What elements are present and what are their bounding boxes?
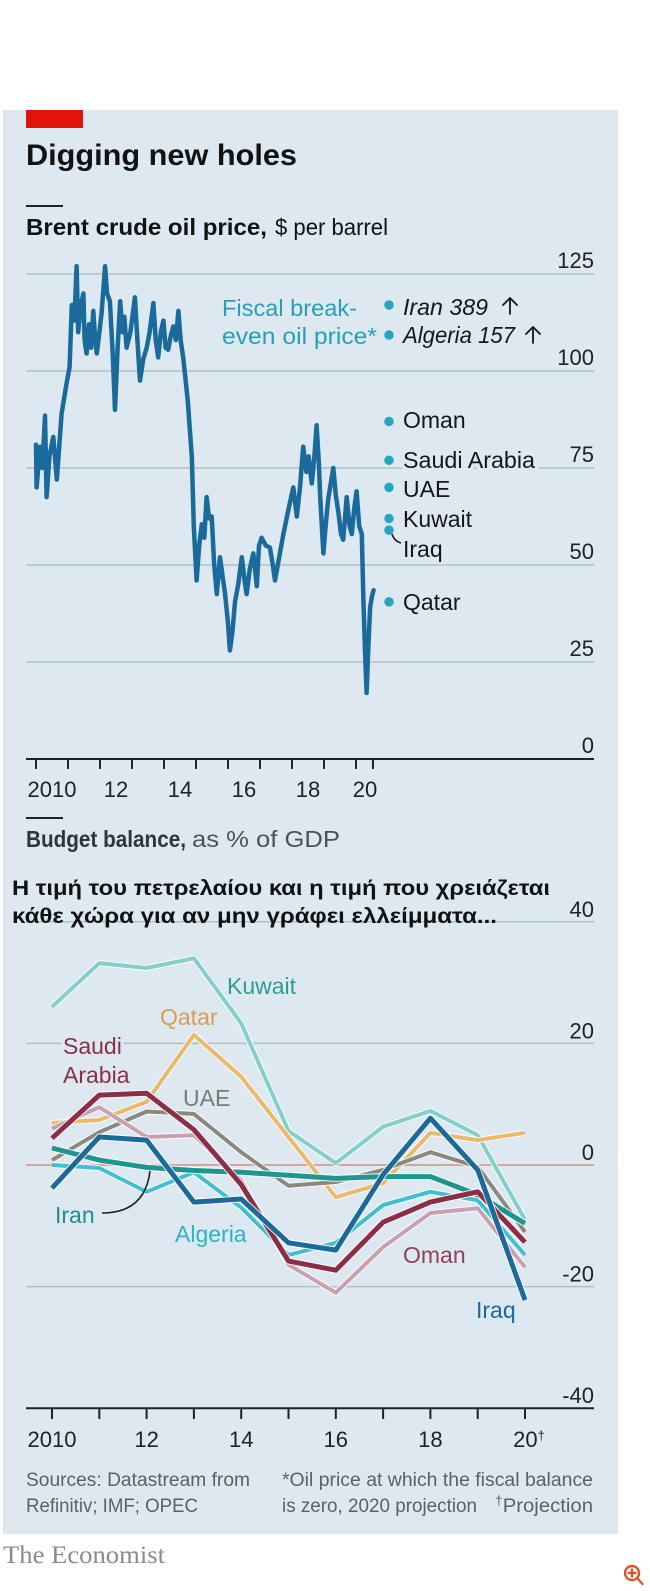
tick-text: 2010 [28, 1427, 77, 1452]
series-line-uae [50, 1109, 527, 1234]
tick-text: 16 [324, 1427, 348, 1452]
zoom-handle[interactable] [636, 1577, 644, 1586]
budget-x-tick-label: 2010 [28, 1427, 77, 1452]
series-line-saudi-arabia [50, 1090, 527, 1273]
breakeven-label-oman: Oman [403, 407, 466, 433]
series-label-oman: Oman [403, 1242, 466, 1268]
sources-line2: Refinitiv; IMF; OPEC [26, 1496, 198, 1517]
budget-chart-series [49, 955, 529, 1302]
budget-x-tick-label: 20† [513, 1427, 545, 1452]
budget-chart-title: Budget balance, [26, 826, 186, 852]
oil-x-tick-label: 16 [232, 777, 256, 802]
footnote-line2: is zero, 2020 projection [282, 1496, 477, 1517]
breakeven-title-line2: even oil price* [222, 323, 377, 349]
series-line-kuwait [50, 956, 527, 1221]
series-label-saudi-line2: Arabia [63, 1062, 130, 1088]
budget-y-tick-label: 40 [570, 897, 594, 922]
breakeven-dot-uae [382, 481, 396, 494]
breakeven-value: 389 [449, 294, 488, 320]
oil-chart-unit: $ per barrel [275, 214, 388, 240]
breakeven-dot-saudi-arabia [382, 453, 396, 467]
oil-y-tick-label: 100 [557, 345, 594, 370]
series-line-oman [51, 1105, 527, 1295]
budget-y-tick-label: 20 [570, 1018, 594, 1043]
series-label-algeria: Algeria [175, 1221, 247, 1247]
breakeven-dots [382, 298, 396, 609]
oil-y-tick-label: 0 [582, 733, 594, 758]
series-label-kuwait: Kuwait [227, 973, 297, 999]
budget-x-tick-label: 12 [134, 1427, 158, 1452]
oil-y-tick-label: 25 [570, 636, 594, 661]
oil-chart-series [33, 263, 376, 696]
breakeven-dot-oman [382, 415, 396, 428]
series-label-qatar: Qatar [160, 1004, 218, 1030]
oil-chart-title: Brent crude oil price, [26, 214, 267, 240]
series-label-saudi-line1: Saudi [63, 1033, 122, 1059]
budget-y-tick-label: -40 [562, 1383, 594, 1408]
brand-logo: The Economist [3, 1542, 165, 1569]
dagger-mark: † [495, 1493, 503, 1508]
oil-x-tick-label: 20 [353, 777, 377, 802]
tick-text: 14 [229, 1427, 253, 1452]
iran-leader-line [101, 1170, 151, 1214]
projection-note: †Projection [495, 1493, 593, 1518]
breakeven-country: Algeria [401, 322, 472, 348]
breakeven-dot-qatar [382, 595, 396, 609]
footnote-line1: *Oil price at which the fiscal balance [282, 1470, 593, 1491]
series-label-uae: UAE [183, 1085, 230, 1111]
budget-y-tick-label: -20 [562, 1262, 594, 1287]
breakeven-dot-iraq [382, 523, 396, 537]
oil-chart-axes: 0 25 50 75 100 125 2010 12 14 16 18 20 [26, 248, 594, 802]
red-accent-bar [26, 110, 83, 128]
breakeven-label-qatar: Qatar [403, 589, 461, 615]
budget-x-tick-label: 18 [418, 1427, 442, 1452]
oil-y-tick-label: 125 [557, 248, 594, 273]
tick-text: 12 [134, 1427, 158, 1452]
budget-x-tick-label: 16 [324, 1427, 348, 1452]
breakeven-label-iraq: Iraq [403, 536, 443, 562]
overlay-caption-line1: Η τιμή του πετρελαίου και η τιμή που χρε… [12, 877, 550, 900]
oil-x-tick-label: 18 [296, 777, 320, 802]
breakeven-dot-iran [382, 298, 396, 312]
zoom-lens[interactable] [623, 1564, 641, 1582]
iraq-leader-line [391, 533, 402, 544]
breakeven-label-saudi-arabia: Saudi Arabia [403, 447, 535, 473]
arrow-up-icon [525, 326, 541, 344]
arrow-up-icon [502, 297, 518, 315]
series-line-iran [51, 1145, 527, 1226]
tick-text: 18 [418, 1427, 442, 1452]
breakeven-label-uae: UAE [403, 476, 450, 502]
brent-price-line [33, 263, 376, 696]
breakeven-country: Iran [403, 294, 443, 320]
budget-y-tick-label: 0 [582, 1140, 594, 1165]
tick-text: 20 [513, 1427, 537, 1452]
dagger-mark: † [538, 1428, 545, 1443]
oil-x-tick-label: 14 [168, 777, 192, 802]
breakeven-label-kuwait: Kuwait [403, 506, 473, 532]
projection-text: Projection [503, 1496, 593, 1517]
series-label-iraq: Iraq [476, 1297, 516, 1323]
breakeven-label-algeria: Algeria 157 [401, 322, 516, 348]
breakeven-dot-algeria [382, 328, 396, 342]
series-line-iraq [50, 1115, 528, 1301]
breakeven-label-iran: Iran 389 [403, 294, 488, 320]
zoom-in-icon[interactable] [623, 1564, 644, 1586]
oil-x-tick-label: 2010 [28, 777, 77, 802]
chart-panel [3, 110, 618, 1534]
budget-x-tick-label: 14 [229, 1427, 253, 1452]
overlay-caption-line2: κάθε χώρα για αν μην γράφει ελλείμματα..… [12, 905, 497, 928]
breakeven-title-line1: Fiscal break- [222, 295, 357, 321]
series-label-iran: Iran [55, 1202, 95, 1228]
chart-title: Digging new holes [26, 139, 297, 172]
budget-chart-unit: as % of GDP [192, 826, 340, 852]
oil-y-tick-label: 75 [570, 442, 594, 467]
oil-x-tick-label: 12 [104, 777, 128, 802]
sources-line1: Sources: Datastream from [26, 1470, 250, 1491]
oil-y-tick-label: 50 [570, 539, 594, 564]
breakeven-value: 157 [478, 322, 516, 348]
breakeven-dot-kuwait [382, 512, 396, 525]
